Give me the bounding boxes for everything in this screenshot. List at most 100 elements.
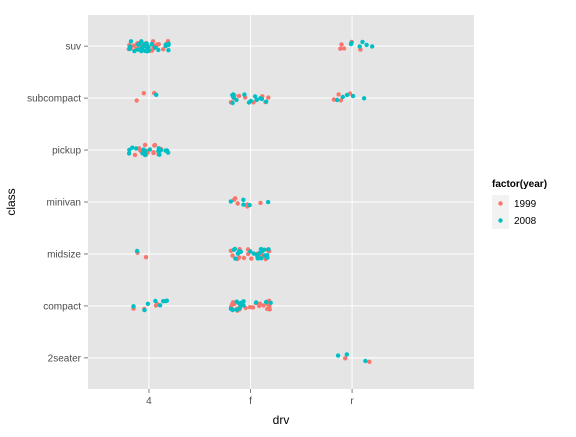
data-point-2008: [127, 46, 132, 52]
data-point-2008: [142, 48, 148, 53]
data-point-2008: [241, 299, 246, 304]
legend: factor(year) 1999 2008: [492, 179, 547, 229]
data-point-2008: [237, 301, 242, 306]
data-point-2008: [258, 256, 264, 261]
data-point-2008: [255, 253, 260, 259]
data-point-2008: [237, 306, 242, 311]
y-tick-label: 2seater: [48, 353, 82, 364]
data-point-2008: [140, 151, 145, 156]
data-point-1999: [141, 91, 146, 96]
data-point-1999: [336, 92, 341, 97]
data-point-2008: [141, 44, 147, 49]
data-point-2008: [152, 45, 158, 50]
data-point-2008: [153, 298, 158, 304]
data-point-2008: [262, 253, 267, 258]
data-point-2008: [350, 93, 356, 99]
data-point-2008: [357, 44, 362, 49]
data-point-2008: [253, 300, 259, 305]
x-axis-title: drv: [273, 413, 290, 427]
data-point-1999: [266, 95, 271, 100]
data-point-1999: [230, 253, 235, 258]
y-tick-label: suv: [65, 42, 81, 53]
data-point-2008: [268, 300, 273, 305]
data-point-2008: [141, 147, 146, 152]
data-point-1999: [250, 305, 256, 310]
data-point-2008: [232, 246, 238, 252]
data-point-1999: [142, 142, 148, 148]
data-point-2008: [241, 197, 246, 202]
data-point-1999: [152, 142, 158, 148]
y-tick-label: pickup: [52, 146, 81, 157]
data-point-2008: [251, 251, 256, 256]
data-point-1999: [343, 356, 348, 361]
data-point-2008: [137, 41, 142, 46]
data-point-1999: [249, 256, 254, 261]
x-tick-label: r: [350, 396, 354, 407]
y-tick-label: compact: [43, 301, 81, 312]
data-point-2008: [262, 247, 267, 252]
data-point-2008: [241, 202, 246, 207]
data-point-1999: [236, 93, 242, 99]
data-point-2008: [165, 150, 171, 155]
data-point-2008: [237, 249, 242, 254]
data-point-2008: [234, 97, 239, 103]
data-point-2008: [361, 96, 367, 101]
data-point-2008: [142, 307, 147, 313]
data-point-1999: [331, 97, 337, 102]
data-point-1999: [265, 306, 270, 312]
y-tick-label: minivan: [47, 198, 81, 209]
data-point-1999: [258, 200, 263, 206]
data-point-2008: [344, 92, 350, 98]
data-point-1999: [341, 46, 347, 51]
data-point-2008: [163, 42, 168, 47]
data-point-2008: [126, 151, 132, 156]
x-tick-label: 4: [146, 396, 152, 407]
data-point-1999: [338, 98, 344, 103]
y-tick-label: midsize: [47, 249, 81, 260]
data-point-2008: [131, 304, 136, 309]
data-point-2008: [128, 39, 134, 44]
data-point-2008: [334, 97, 340, 103]
data-point-2008: [263, 299, 269, 305]
grid-lines: [88, 15, 474, 389]
data-point-2008: [156, 146, 161, 151]
data-point-2008: [246, 100, 252, 105]
data-point-2008: [364, 42, 369, 48]
y-tick-label: subcompact: [27, 94, 81, 105]
data-point-1999: [230, 300, 236, 305]
data-point-1999: [261, 303, 266, 308]
data-point-2008: [147, 147, 153, 152]
data-point-2008: [248, 249, 253, 254]
legend-key-1999-icon: [498, 201, 503, 206]
data-point-2008: [230, 100, 235, 106]
data-point-1999: [134, 98, 139, 103]
data-point-2008: [242, 92, 247, 97]
data-point-2008: [360, 39, 365, 45]
legend-label-1999: 1999: [514, 199, 537, 210]
data-point-2008: [133, 146, 139, 151]
data-point-2008: [127, 147, 132, 153]
data-point-2008: [132, 48, 137, 54]
data-point-1999: [241, 255, 247, 261]
data-point-2008: [157, 303, 163, 308]
data-point-2008: [154, 92, 159, 98]
data-point-1999: [256, 303, 262, 309]
data-point-1999: [338, 46, 343, 51]
data-point-1999: [132, 152, 138, 158]
data-point-2008: [349, 40, 354, 46]
x-tick-label: f: [249, 396, 252, 407]
data-point-1999: [233, 196, 238, 201]
data-point-2008: [340, 94, 345, 100]
data-point-2008: [254, 97, 259, 103]
data-point-2008: [139, 48, 144, 54]
data-point-2008: [145, 301, 151, 306]
data-point-2008: [363, 358, 368, 364]
data-point-2008: [134, 248, 140, 254]
data-point-2008: [166, 48, 171, 53]
data-point-2008: [156, 47, 161, 53]
data-point-2008: [228, 199, 233, 204]
data-point-2008: [247, 202, 252, 208]
data-point-1999: [151, 150, 156, 156]
